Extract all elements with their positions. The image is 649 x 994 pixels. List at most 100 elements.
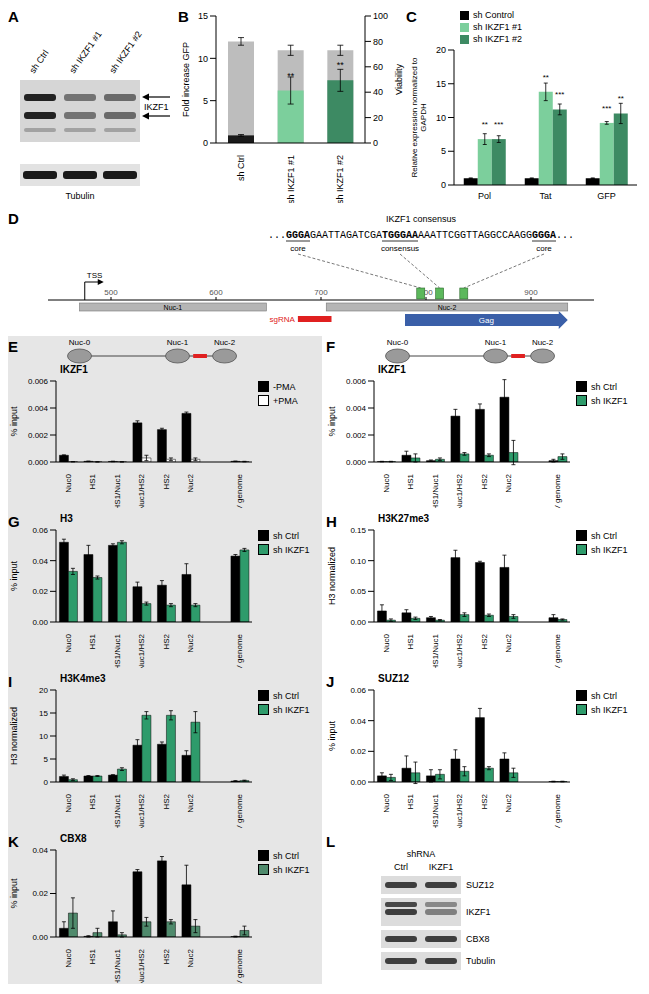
svg-text:HS1/Nuc1: HS1/Nuc1 [431,473,440,508]
svg-text:0.15: 0.15 [350,526,366,535]
svg-text:Tubulin: Tubulin [65,191,94,201]
svg-text:0.10: 0.10 [350,557,366,566]
svg-text:Tat: Tat [539,191,552,201]
svg-text:HS1: HS1 [88,793,97,809]
svg-text:IKZF1: IKZF1 [144,102,169,112]
svg-text:0.06: 0.06 [350,686,366,695]
svg-text:IKZF1 consensus: IKZF1 consensus [386,214,457,224]
svg-text:Nuc2: Nuc2 [504,473,513,492]
svg-text:0.00: 0.00 [350,778,366,787]
svg-text:HIV genome: HIV genome [235,473,244,508]
svg-text:shRNA: shRNA [407,849,436,859]
svg-text:0.000: 0.000 [346,458,367,467]
svg-text:Nuc0: Nuc0 [64,633,73,652]
svg-text:sh IKZF1 #1: sh IKZF1 #1 [67,29,103,75]
svg-text:Nuc2: Nuc2 [186,633,195,652]
svg-text:900: 900 [524,288,538,297]
svg-text:HS2: HS2 [162,793,171,809]
svg-text:sgRNA: sgRNA [270,315,296,324]
svg-text:HS1/Nuc1: HS1/Nuc1 [113,633,122,668]
svg-text:10: 10 [39,732,48,741]
svg-text:consensus: consensus [381,244,419,253]
svg-text:HS1/Nuc1: HS1/Nuc1 [113,793,122,828]
svg-text:IKZF1: IKZF1 [466,907,491,917]
svg-text:500: 500 [104,288,118,297]
svg-text:**: ** [543,73,549,82]
svg-text:TSS: TSS [87,271,103,280]
svg-text:0.002: 0.002 [28,431,49,440]
svg-text:100: 100 [373,11,388,21]
svg-text:HS2: HS2 [480,473,489,489]
svg-text:Nuc0: Nuc0 [382,793,391,812]
svg-text:CBX8: CBX8 [466,934,490,944]
svg-text:0.04: 0.04 [32,846,48,855]
svg-text:Nuc2: Nuc2 [186,948,195,967]
svg-text:HS1: HS1 [406,473,415,489]
svg-text:Nuc-2: Nuc-2 [438,304,457,311]
svg-text:HS2: HS2 [162,948,171,964]
svg-text:GFP: GFP [597,191,616,201]
svg-text:0.02: 0.02 [350,747,366,756]
svg-text:HS2: HS2 [480,793,489,809]
svg-text:5: 5 [44,755,49,764]
svg-text:0.02: 0.02 [32,889,48,898]
svg-text:HS2: HS2 [480,633,489,649]
svg-text:HS1: HS1 [88,948,97,964]
svg-text:10: 10 [198,54,208,64]
svg-text:15: 15 [39,709,48,718]
svg-text:sh IKZF1 #1: sh IKZF1 #1 [286,155,296,203]
svg-text:Nuc0: Nuc0 [64,793,73,812]
svg-text:**: ** [482,120,488,129]
svg-text:15: 15 [436,79,446,89]
svg-text:Nuc-1: Nuc-1 [164,304,183,311]
svg-text:80: 80 [373,37,383,47]
svg-text:Nuc0: Nuc0 [382,473,391,492]
svg-text:HS1/Nuc1: HS1/Nuc1 [113,473,122,508]
svg-text:Nuc0: Nuc0 [382,633,391,652]
svg-text:Tubulin: Tubulin [466,956,495,966]
svg-text:core: core [290,244,306,253]
svg-text:20: 20 [436,45,446,55]
svg-text:Nuc1/HS2: Nuc1/HS2 [137,633,146,668]
svg-text:HS2: HS2 [162,633,171,649]
svg-text:HS1: HS1 [406,633,415,649]
svg-text:0: 0 [203,138,208,148]
svg-text:0: 0 [44,778,49,787]
svg-text:0.004: 0.004 [28,404,49,413]
svg-text:Nuc2: Nuc2 [504,793,513,812]
svg-text:sh Ctrl: sh Ctrl [27,48,50,75]
svg-text:Nuc1/HS2: Nuc1/HS2 [137,948,146,983]
svg-text:HIV genome: HIV genome [235,948,244,983]
svg-text:HS1: HS1 [406,793,415,809]
svg-text:0.04: 0.04 [350,717,366,726]
svg-text:sh IKZF1 #2: sh IKZF1 #2 [335,155,345,203]
svg-text:600: 600 [209,288,223,297]
svg-text:Nuc-0: Nuc-0 [69,338,91,347]
svg-text:15: 15 [198,11,208,21]
svg-text:***: *** [602,104,611,113]
svg-text:Nuc2: Nuc2 [504,633,513,652]
svg-text:Nuc1/HS2: Nuc1/HS2 [137,793,146,828]
svg-text:HIV genome: HIV genome [553,793,562,828]
svg-text:***: *** [555,90,564,99]
svg-text:Nuc-1: Nuc-1 [167,338,189,347]
svg-text:Nuc1/HS2: Nuc1/HS2 [137,473,146,508]
svg-text:**: ** [287,71,295,81]
svg-text:0.00: 0.00 [32,933,48,942]
svg-text:Nuc2: Nuc2 [186,793,195,812]
svg-text:60: 60 [373,62,383,72]
svg-text:20: 20 [39,686,48,695]
svg-text:...GGGAGAATTAGATCGATGGGAAAAATT: ...GGGAGAATTAGATCGATGGGAAAAATTCGGTTAGGCC… [268,230,574,241]
svg-text:Nuc2: Nuc2 [186,473,195,492]
svg-text:Ctrl: Ctrl [394,862,408,872]
svg-text:core: core [536,244,552,253]
svg-text:Nuc-2: Nuc-2 [532,338,554,347]
svg-text:Nuc1/HS2: Nuc1/HS2 [455,793,464,828]
svg-text:20: 20 [373,113,383,123]
svg-text:sh IKZF1 #2: sh IKZF1 #2 [107,29,143,75]
svg-text:HS1/Nuc1: HS1/Nuc1 [431,633,440,668]
svg-text:HS1/Nuc1: HS1/Nuc1 [113,948,122,983]
svg-text:IKZF1: IKZF1 [429,862,454,872]
svg-text:10: 10 [436,113,446,123]
svg-text:Gag: Gag [479,316,494,325]
